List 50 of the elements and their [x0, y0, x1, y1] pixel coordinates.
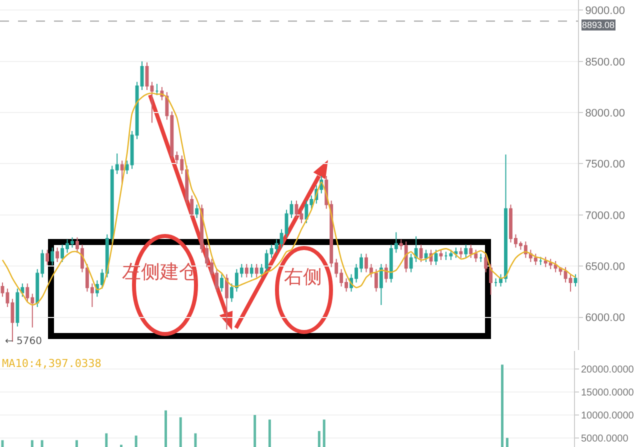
- y-tick-label: 7000.00: [585, 210, 625, 222]
- candlestick: [424, 249, 428, 262]
- line-series: [2, 92, 576, 306]
- y-tick-label: 5000.0000: [581, 433, 629, 444]
- candlestick: [449, 249, 453, 260]
- candlestick: [504, 154, 508, 283]
- candlestick: [250, 264, 254, 278]
- candlestick: [244, 264, 248, 278]
- candlestick: [120, 160, 124, 185]
- candlestick: [195, 204, 199, 218]
- candlestick: [469, 244, 473, 258]
- candlestick: [574, 274, 578, 288]
- annotation: ← 5760: [5, 336, 42, 347]
- candlestick: [56, 247, 60, 262]
- candlestick: [494, 278, 498, 288]
- candlestick: [220, 274, 224, 292]
- candlestick: [459, 247, 463, 258]
- annotation: 右侧: [284, 266, 322, 288]
- candlestick: [379, 264, 383, 306]
- candlestick: [384, 264, 388, 283]
- candlestick: [254, 264, 258, 278]
- candlestick: [479, 253, 483, 262]
- candlestick: [444, 251, 448, 260]
- y-tick-label: 6000.00: [585, 312, 625, 324]
- candlestick: [290, 200, 294, 218]
- candlestick: [150, 81, 154, 124]
- y-tick-label: 8500.00: [585, 56, 625, 68]
- candlestick: [434, 249, 438, 266]
- candlestick: [155, 83, 159, 96]
- candlestick: [224, 274, 228, 330]
- candlestick: [145, 62, 149, 91]
- y-tick-label: 7500.00: [585, 158, 625, 171]
- candlestick: [419, 244, 423, 262]
- candlestick: [0, 282, 4, 298]
- candlestick: [439, 249, 443, 260]
- annotation: MA10:4,397.0338: [2, 357, 102, 370]
- candlestick: [538, 256, 542, 266]
- y-tick-label: 6500.00: [585, 260, 625, 273]
- ref-line-label: 8893.08: [582, 20, 615, 30]
- candlestick: [499, 274, 502, 288]
- candlestick: [50, 247, 54, 266]
- y-tick-label: 8000.00: [585, 107, 625, 120]
- y-tick-label: 20000.0000: [581, 364, 634, 376]
- candlestick: [46, 249, 50, 266]
- candlestick: [474, 249, 478, 262]
- candlestick: [464, 244, 468, 258]
- y-tick-label: 9000.00: [585, 5, 625, 18]
- y-tick-label: 10000.0000: [581, 410, 634, 422]
- candlestick: [454, 247, 458, 258]
- y-tick-label: 15000.0000: [581, 388, 634, 399]
